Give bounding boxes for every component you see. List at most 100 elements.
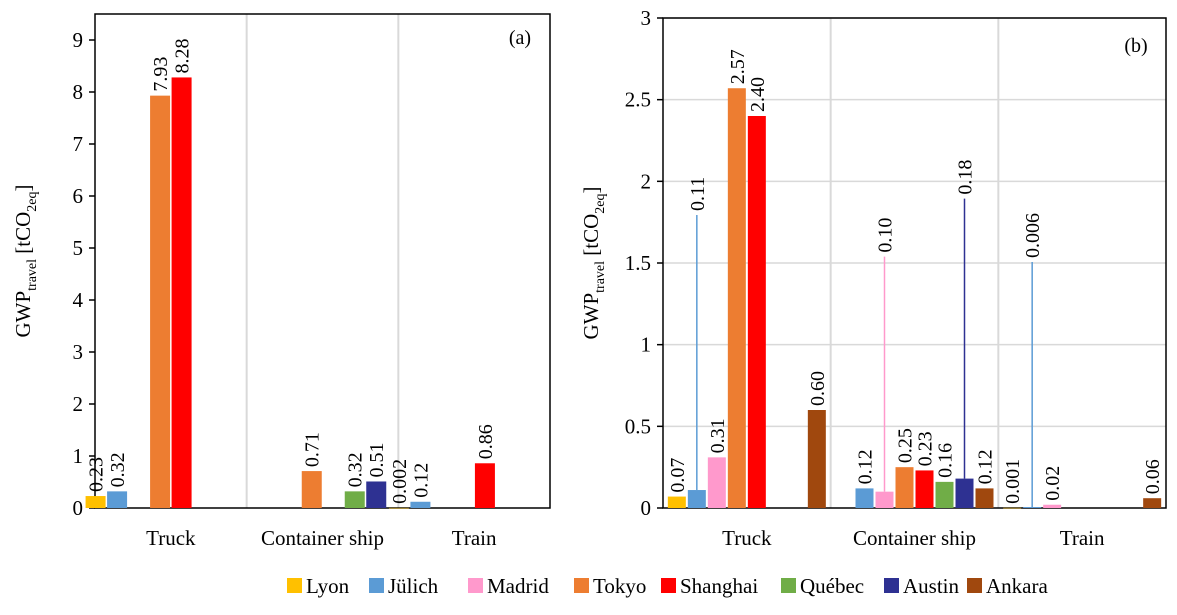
data-label: 0.02 (1042, 466, 1064, 501)
data-label: 2.57 (727, 49, 749, 84)
data-label: 0.001 (1002, 459, 1024, 504)
legend-swatch (369, 578, 384, 593)
legend-swatch (468, 578, 483, 593)
x-category-label: Container ship (261, 526, 384, 550)
data-label: 0.16 (935, 443, 957, 478)
bar-jülich (107, 491, 128, 508)
bar-madrid (875, 491, 894, 508)
data-label: 0.32 (107, 452, 129, 487)
x-category-label: Truck (146, 526, 196, 550)
legend-label: Jülich (388, 574, 439, 598)
legend-label: Austin (903, 574, 960, 598)
legend-label: Ankara (986, 574, 1048, 598)
y-tick-label: 1 (641, 333, 652, 357)
y-tick-label: 5 (73, 236, 84, 260)
legend-swatch (287, 578, 302, 593)
legend-label: Québec (800, 574, 864, 598)
bar-madrid (707, 457, 726, 508)
bar-tokyo (150, 95, 171, 508)
data-label: 0.60 (807, 371, 829, 406)
bar-ankara (1143, 498, 1162, 508)
y-tick-label: 0 (641, 496, 652, 520)
legend-label: Madrid (487, 574, 549, 598)
y-tick-label: 0 (73, 496, 84, 520)
bar-austin (955, 478, 974, 508)
x-category-label: Truck (722, 526, 772, 550)
legend-item-shanghai: Shanghai (661, 574, 758, 598)
y-tick-label: 2 (641, 169, 652, 193)
y-tick-label: 9 (73, 28, 84, 52)
bar-madrid (1043, 504, 1062, 508)
legend-label: Lyon (306, 574, 350, 598)
data-label: 0.12 (410, 463, 432, 498)
legend-item-madrid: Madrid (468, 574, 549, 598)
legend-swatch (884, 578, 899, 593)
bar-jülich (687, 490, 706, 508)
bar-lyon (667, 496, 686, 508)
data-label: 0.006 (1022, 213, 1044, 258)
y-tick-label: 2.5 (625, 88, 651, 112)
x-category-label: Container ship (853, 526, 976, 550)
data-label: 0.12 (975, 449, 997, 484)
legend-swatch (661, 578, 676, 593)
legend: Lyon Jülich Madrid Tokyo Shanghai Québec Austi… (287, 574, 1048, 598)
y-tick-label: 2 (73, 392, 84, 416)
legend-swatch (967, 578, 982, 593)
bar-québec (344, 491, 365, 508)
panel-label: (b) (1124, 35, 1147, 57)
y-tick-label: 3 (73, 340, 84, 364)
bar-ankara (807, 410, 826, 508)
data-label: 0.002 (389, 459, 411, 504)
data-label: 0.18 (955, 160, 977, 195)
data-label: 0.32 (345, 452, 367, 487)
data-label: 7.93 (150, 57, 172, 92)
y-axis-label: GWPtravel [tCO2eq] (579, 186, 608, 339)
bar-tokyo (301, 471, 322, 508)
panel-label: (a) (509, 27, 531, 49)
bar-jülich (410, 501, 431, 508)
bar-shanghai (915, 470, 934, 508)
y-tick-label: 4 (73, 288, 84, 312)
bar-ankara (975, 488, 994, 508)
data-label: 0.12 (855, 449, 877, 484)
x-category-label: Train (452, 526, 497, 550)
data-label: 0.25 (895, 428, 917, 463)
bar-jülich (1023, 507, 1042, 508)
chart-panel-a: 0 1 2 3 4 5 6 7 8 9 GWPtravel [tCO2eq] (a) Truck Cont… (11, 13, 551, 550)
bar-québec (935, 481, 954, 508)
data-label: 0.07 (667, 458, 689, 493)
y-tick-label: 0.5 (625, 414, 651, 438)
bar-lyon (1003, 507, 1022, 509)
legend-swatch (574, 578, 589, 593)
bar-lyon (388, 507, 409, 509)
y-tick-label: 6 (73, 184, 84, 208)
legend-item-québec: Québec (781, 574, 864, 598)
data-label: 2.40 (747, 77, 769, 112)
bar-tokyo (895, 467, 914, 508)
bar-shanghai (474, 463, 495, 508)
legend-item-tokyo: Tokyo (574, 574, 646, 598)
bar-shanghai (747, 116, 766, 508)
chart-panel-b: 0 0.5 1 1.5 2 2.5 3 GWPtravel [tCO2eq] (b) Truck C… (579, 6, 1167, 550)
bar-lyon (85, 496, 106, 508)
data-label: 0.51 (366, 442, 388, 477)
data-label: 0.10 (875, 218, 897, 253)
plot-area (94, 13, 551, 509)
data-label: 0.11 (687, 177, 709, 211)
data-label: 8.28 (172, 38, 194, 73)
y-tick-label: 1 (73, 444, 84, 468)
legend-item-lyon: Lyon (287, 574, 350, 598)
bar-shanghai (171, 77, 192, 508)
y-tick-label: 3 (641, 6, 652, 30)
y-axis-label: GWPtravel [tCO2eq] (11, 184, 40, 337)
legend-item-ankara: Ankara (967, 574, 1048, 598)
data-label: 0.71 (302, 432, 324, 467)
legend-item-austin: Austin (884, 574, 960, 598)
data-label: 0.31 (707, 418, 729, 453)
y-tick-label: 8 (73, 80, 84, 104)
legend-item-jülich: Jülich (369, 574, 439, 598)
data-label: 0.23 (915, 431, 937, 466)
data-label: 0.06 (1142, 459, 1164, 494)
bar-tokyo (727, 88, 746, 508)
